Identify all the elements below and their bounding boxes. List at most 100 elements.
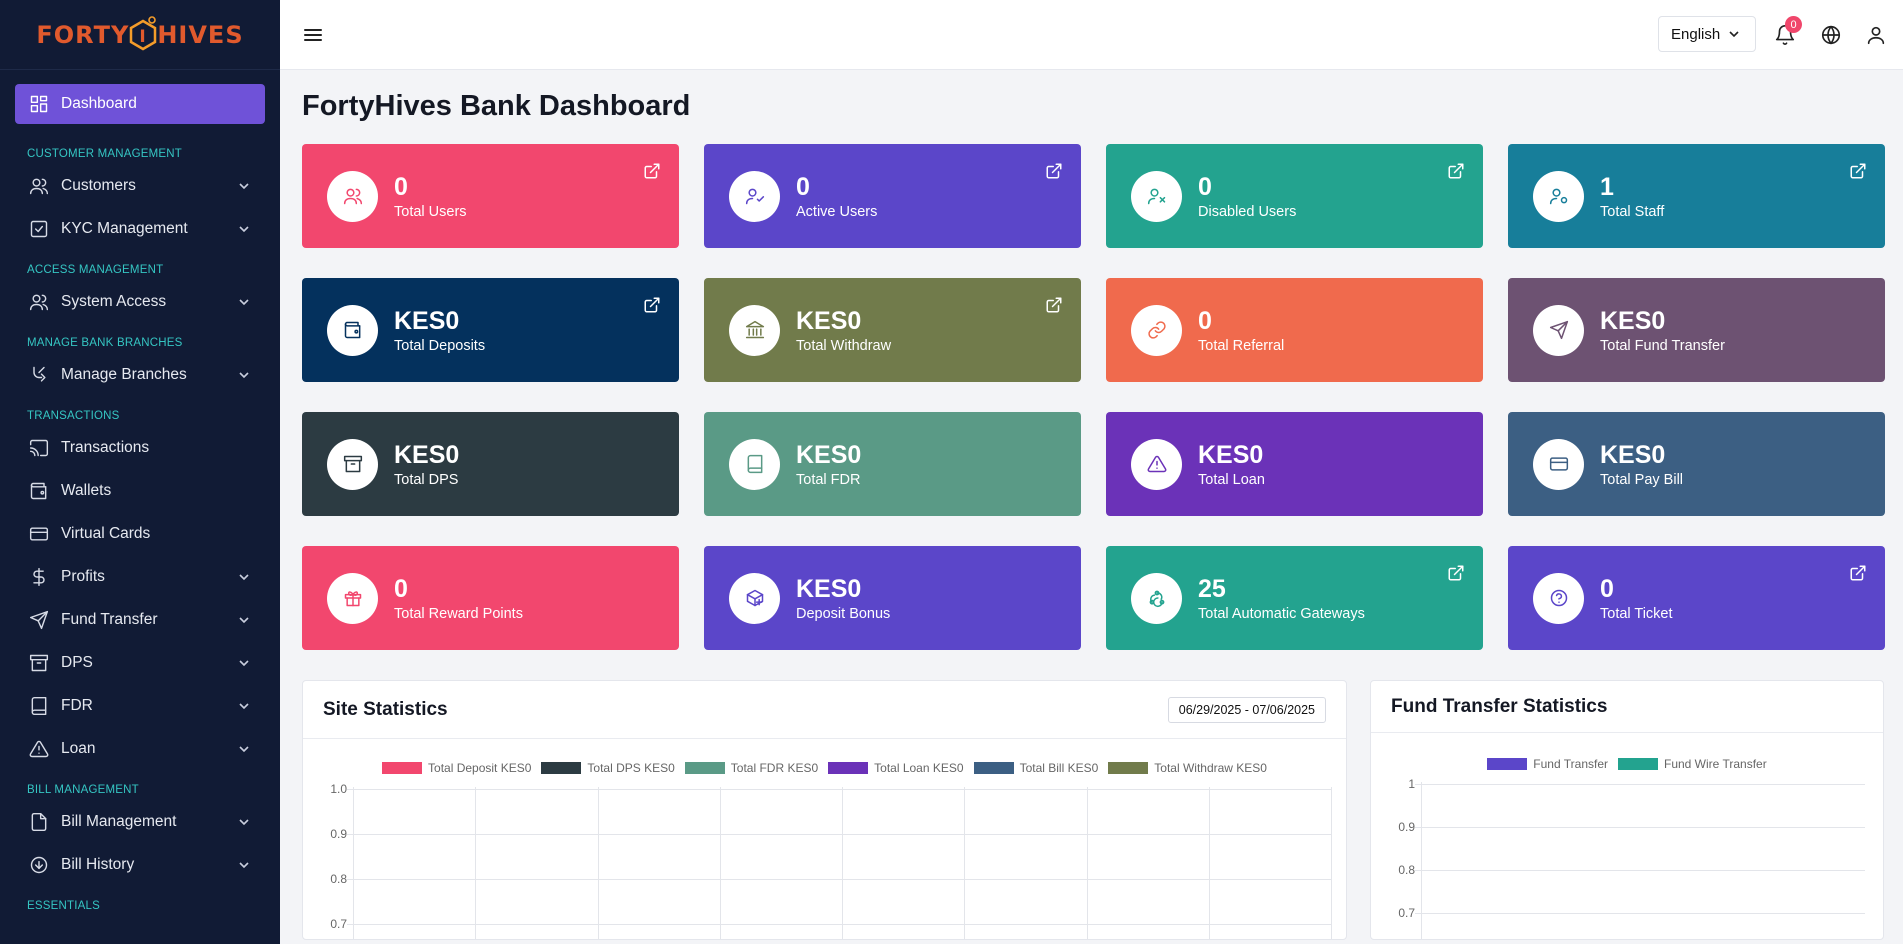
legend-entry[interactable]: Fund Transfer <box>1487 757 1608 771</box>
page-title: FortyHives Bank Dashboard <box>302 90 691 122</box>
stat-card-total-withdraw[interactable]: KES0 Total Withdraw <box>704 278 1081 382</box>
card-icon <box>1533 438 1584 490</box>
sidebar-item-label: Bill Management <box>61 812 177 830</box>
archive-icon <box>29 653 49 673</box>
hamburger-menu-icon[interactable] <box>302 24 324 46</box>
book-icon <box>729 438 780 490</box>
stat-label: Total Pay Bill <box>1600 472 1684 488</box>
legend-entry[interactable]: Total Loan KES0 <box>828 761 964 775</box>
sidebar-item-loan[interactable]: Loan <box>15 727 265 770</box>
external-link-icon[interactable] <box>643 296 661 314</box>
sidebar-item-virtual-cards[interactable]: Virtual Cards <box>15 512 265 555</box>
sidebar-item-customers[interactable]: Customers <box>15 164 265 207</box>
stat-card-total-deposits[interactable]: KES0 Total Deposits <box>302 278 679 382</box>
sidebar-item-bill-history[interactable]: Bill History <box>15 843 265 886</box>
stat-card-deposit-bonus: KES0 Deposit Bonus <box>704 546 1081 650</box>
stat-card-total-users[interactable]: 0 Total Users <box>302 144 679 248</box>
stat-card-total-automatic-gateways[interactable]: 25 Total Automatic Gateways <box>1106 546 1483 650</box>
stat-value: 0 <box>394 173 408 201</box>
sidebar-item-dps[interactable]: DPS <box>15 641 265 684</box>
stat-card-active-users[interactable]: 0 Active Users <box>704 144 1081 248</box>
grid-line <box>1415 870 1865 871</box>
sidebar-item-wallets[interactable]: Wallets <box>15 469 265 512</box>
alert-triangle-icon <box>1131 438 1182 490</box>
site-statistics-legend: Total Deposit KES0 Total DPS KES0 Total FD… <box>303 761 1346 775</box>
legend-entry[interactable]: Total Withdraw KES0 <box>1108 761 1267 775</box>
legend-entry[interactable]: Total Bill KES0 <box>973 761 1099 775</box>
legend-entry[interactable]: Total Deposit KES0 <box>382 761 531 775</box>
stat-value: 0 <box>1600 575 1614 603</box>
stat-card-total-loan: KES0 Total Loan <box>1106 412 1483 516</box>
sidebar-item-fund-transfer[interactable]: Fund Transfer <box>15 598 265 641</box>
brand-logo[interactable]: FORTY I HIVES <box>0 0 280 70</box>
sidebar-item-manage-branches[interactable]: Manage Branches <box>15 353 265 396</box>
stat-value: KES0 <box>1600 307 1666 335</box>
external-link-icon[interactable] <box>1849 564 1867 582</box>
stat-label: Total FDR <box>796 472 861 488</box>
sidebar-item-profits[interactable]: Profits <box>15 555 265 598</box>
branch-icon <box>29 365 49 385</box>
stat-label: Total Users <box>394 204 467 220</box>
y-tick-label: 1 <box>1408 777 1415 791</box>
stat-card-total-pay-bill: KES0 Total Pay Bill <box>1508 412 1885 516</box>
external-link-icon[interactable] <box>1447 564 1465 582</box>
legend-label: Total Bill KES0 <box>1019 761 1099 775</box>
language-select[interactable]: English <box>1658 16 1756 52</box>
y-tick-label: 1.0 <box>330 782 347 796</box>
external-link-icon[interactable] <box>643 162 661 180</box>
chevron-down-icon <box>239 702 249 709</box>
external-link-icon[interactable] <box>1045 296 1063 314</box>
dollar-icon <box>29 567 49 587</box>
sidebar-item-dashboard[interactable]: Dashboard <box>15 84 265 124</box>
sidebar-item-label: System Access <box>61 292 167 310</box>
date-range-input[interactable]: 06/29/2025 - 07/06/2025 <box>1167 696 1326 723</box>
stat-card-disabled-users[interactable]: 0 Disabled Users <box>1106 144 1483 248</box>
sidebar-nav: Dashboard CUSTOMER MANAGEMENT Customers KYC… <box>0 70 280 916</box>
sidebar-item-bill-management[interactable]: Bill Management <box>15 800 265 843</box>
send-icon <box>1533 304 1584 356</box>
user-check-icon <box>729 170 780 222</box>
stat-label: Total Ticket <box>1600 606 1673 622</box>
sidebar-item-label: Fund Transfer <box>61 610 158 628</box>
grid-icon <box>29 94 49 114</box>
stat-value: KES0 <box>394 441 460 469</box>
check-square-icon <box>29 219 49 239</box>
sidebar-item-transactions[interactable]: Transactions <box>15 426 265 469</box>
gift-icon <box>327 572 378 624</box>
external-link-icon[interactable] <box>1447 162 1465 180</box>
stat-label: Total Fund Transfer <box>1600 338 1725 354</box>
sidebar-item-kyc-management[interactable]: KYC Management <box>15 207 265 250</box>
sidebar-item-label: Loan <box>61 739 96 757</box>
legend-entry[interactable]: Total FDR KES0 <box>684 761 819 775</box>
stat-label: Disabled Users <box>1198 204 1297 220</box>
grid-line <box>1421 782 1422 939</box>
grid-line <box>1415 784 1865 785</box>
external-link-icon[interactable] <box>1045 162 1063 180</box>
legend-swatch <box>684 762 725 774</box>
legend-entry[interactable]: Total DPS KES0 <box>541 761 675 775</box>
users-icon <box>29 292 49 312</box>
stat-value: KES0 <box>796 575 862 603</box>
stat-value: 25 <box>1198 575 1226 603</box>
legend-label: Total FDR KES0 <box>730 761 819 775</box>
legend-entry[interactable]: Fund Wire Transfer <box>1618 757 1767 771</box>
chevron-down-icon <box>239 371 249 378</box>
stat-cards-grid: 0 Total Users 0 Active Users 0 Disabled Users… <box>302 144 1885 650</box>
sidebar-item-label: Customers <box>61 176 136 194</box>
stat-value: KES0 <box>1198 441 1264 469</box>
chevron-down-icon <box>239 182 249 189</box>
sidebar-item-fdr[interactable]: FDR <box>15 684 265 727</box>
user-icon[interactable] <box>1865 24 1887 46</box>
stat-card-total-staff[interactable]: 1 Total Staff <box>1508 144 1885 248</box>
stat-label: Active Users <box>796 204 878 220</box>
legend-swatch <box>828 762 869 774</box>
sidebar-item-system-access[interactable]: System Access <box>15 280 265 323</box>
chevron-down-icon <box>239 298 249 305</box>
fund-transfer-statistics-panel: Fund Transfer Statistics Fund Transfer Fu… <box>1370 680 1884 940</box>
globe-icon[interactable] <box>1820 24 1842 46</box>
legend-label: Fund Transfer <box>1533 757 1608 771</box>
brand-name-left: FORTY <box>36 20 130 49</box>
grid-line <box>842 787 843 939</box>
external-link-icon[interactable] <box>1849 162 1867 180</box>
stat-card-total-ticket[interactable]: 0 Total Ticket <box>1508 546 1885 650</box>
